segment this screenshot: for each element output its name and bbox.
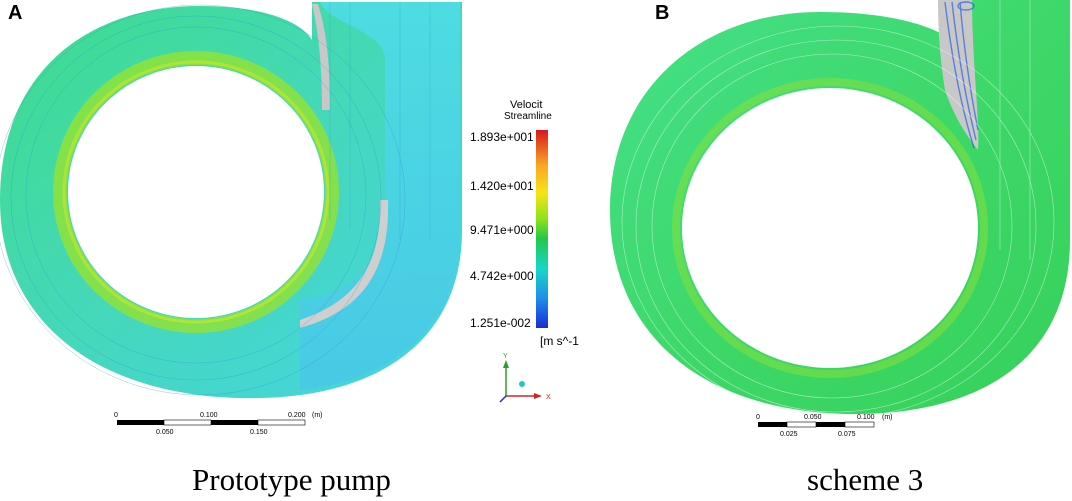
- impeller-hole-a: [68, 66, 324, 318]
- axis-x-label: X: [546, 394, 551, 401]
- streamlines-b: [621, 0, 1055, 419]
- scale-tick-a-3: 0.050: [156, 429, 174, 436]
- inner-ring-highlight-a: [62, 60, 330, 324]
- panel-a: A: [0, 2, 462, 497]
- scale-tick-a-4: 0.150: [250, 429, 268, 436]
- volute-streamline-plot-b: [610, 0, 1070, 419]
- scale-tick-a-1: 0.100: [200, 412, 218, 419]
- scale-bar-a: 0 0.100 0.200 (m) 0.050 0.150: [114, 412, 323, 436]
- inner-ring-b: [672, 78, 988, 378]
- velocity-legend: Velocit Streamline 1.893e+001 1.420e+001…: [470, 96, 590, 406]
- panel-b: B 0: [600, 0, 1072, 501]
- legend-tick-4: 1.251e-002: [470, 316, 531, 330]
- legend-title: Velocit: [510, 99, 543, 111]
- legend-subtitle: Streamline: [504, 111, 552, 122]
- legend-tick-3: 4.742e+000: [470, 269, 534, 283]
- scale-tick-a-0: 0: [114, 412, 118, 419]
- scale-tick-b-0: 0: [756, 414, 760, 421]
- tongue-streamlines-b: [944, 1, 979, 149]
- axis-y-label: Y: [503, 353, 508, 360]
- scale-bar-b: 0 0.050 0.100 (m) 0.025 0.075: [756, 414, 893, 438]
- scale-tick-a-2: 0.200: [288, 412, 306, 419]
- tongue-wall-a: [312, 4, 330, 110]
- legend-unit: [m s^-1: [540, 334, 579, 348]
- panel-letter-a: A: [8, 2, 23, 24]
- scale-tick-b-1: 0.050: [804, 414, 822, 421]
- discharge-pipe-a: [300, 2, 460, 390]
- legend-tick-1: 1.420e+001: [470, 179, 534, 193]
- caption-b: scheme 3: [807, 462, 924, 497]
- axis-triad: Y X: [499, 353, 551, 403]
- caption-a: Prototype pump: [192, 462, 391, 497]
- scale-unit-b: (m): [882, 414, 893, 421]
- outer-wall-a: [300, 200, 389, 328]
- tongue-wall-b: [938, 0, 979, 150]
- legend-colorbar: [536, 130, 548, 328]
- scale-unit-a: (m): [312, 412, 323, 419]
- scale-tick-b-2: 0.100: [857, 414, 875, 421]
- impeller-hole-b: [682, 88, 978, 368]
- scale-tick-b-4: 0.075: [838, 431, 856, 438]
- streamlines-a: [0, 2, 431, 396]
- panel-letter-b: B: [655, 2, 670, 24]
- inner-ring-a: [53, 51, 339, 333]
- scale-tick-b-3: 0.025: [780, 431, 798, 438]
- volute-streamline-plot-a: [0, 2, 462, 399]
- legend-tick-0: 1.893e+001: [470, 130, 534, 144]
- legend-tick-2: 9.471e+000: [470, 223, 534, 237]
